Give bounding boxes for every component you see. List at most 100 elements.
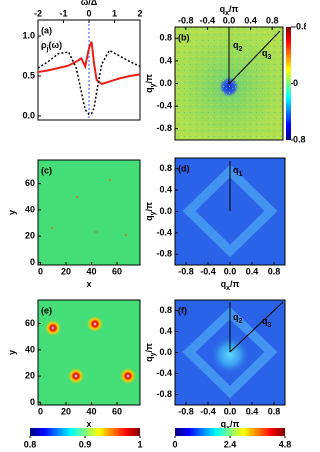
panel-label: (b): [178, 32, 190, 42]
colorbar-tick-label: 2.4: [224, 439, 237, 449]
arrow-label: q1: [233, 165, 243, 178]
x-axis-label-part: q: [221, 279, 227, 289]
panel-f-image: [175, 300, 285, 405]
y-tick-label: 0: [30, 257, 35, 267]
x-axis-label: qx/π: [221, 279, 240, 292]
y-tick-label: -0.8: [156, 389, 172, 399]
y-axis-label-part: y: [7, 350, 17, 355]
y-axis-label-part: y: [150, 211, 157, 215]
x-tick-label: 60: [112, 266, 122, 276]
y-tick-label: 0.5: [22, 70, 35, 80]
arrow-label-part: 2: [239, 46, 243, 53]
x-tick-label: -0.8: [178, 15, 194, 25]
panel-label: (a): [41, 25, 52, 35]
y-axis-label: qy/π: [144, 202, 157, 221]
y-axis-label: y: [7, 210, 17, 215]
panel-c-image: [38, 160, 140, 265]
colorbar-tick-label: 1: [137, 439, 142, 449]
x-axis-label: x: [86, 419, 91, 429]
y-tick-label: 0.0: [159, 347, 172, 357]
x-tick-label: 0.8: [268, 266, 281, 276]
arrow-label-part: q: [233, 312, 239, 322]
x-axis-label-part: x: [86, 419, 91, 429]
colorbar-tick-label: 0: [172, 439, 177, 449]
y-tick-label: 0.8: [159, 305, 172, 315]
y-axis-label-part: y: [7, 210, 17, 215]
x-tick-label: 0: [38, 266, 43, 276]
x-tick-label: -0.4: [200, 266, 216, 276]
x-axis-label-part: x: [226, 285, 230, 292]
x-axis-label-part: /π: [229, 4, 239, 14]
y-axis-label-part: /π: [144, 202, 154, 212]
y-tick-label: 0.0: [159, 78, 172, 88]
x-tick-label: 0: [86, 8, 91, 18]
x-tick-label: -2: [34, 8, 42, 18]
colorbar-tick-label: 4.8: [279, 439, 292, 449]
annotation-part: ρ: [41, 40, 47, 50]
x-axis-label: x: [86, 279, 91, 289]
x-tick-label: 60: [112, 406, 122, 416]
colorbar-tick-label: 0.9: [79, 439, 92, 449]
y-axis-label-part: q: [144, 215, 154, 221]
arrow-label: q2: [233, 40, 243, 53]
y-tick-label: 0: [30, 397, 35, 407]
colorbar-tick-label: 0: [293, 78, 298, 88]
y-axis-label-part: /π: [144, 343, 154, 353]
x-tick-label: 20: [61, 406, 71, 416]
arrow-label: q3: [262, 316, 272, 329]
y-tick-label: 20: [25, 231, 35, 241]
x-tick-label: 0.0: [223, 15, 236, 25]
panel-label: (d): [178, 163, 190, 173]
x-tick-label: 0.4: [246, 406, 259, 416]
colorbar: [30, 428, 140, 436]
y-tick-label: 20: [25, 371, 35, 381]
y-tick-label: 0.0: [22, 110, 35, 120]
x-tick-label: 0.4: [244, 15, 257, 25]
y-tick-label: 40: [25, 344, 35, 354]
x-axis-label-part: q: [220, 4, 226, 14]
x-tick-label: -1: [59, 8, 67, 18]
y-axis-label-part: q: [144, 356, 154, 362]
colorbar-tick-label: -0.8: [293, 21, 306, 31]
x-tick-label: 40: [87, 266, 97, 276]
y-axis-label-part: q: [144, 87, 154, 93]
y-axis-label: qy/π: [144, 343, 157, 362]
y-tick-label: 0.4: [159, 55, 172, 65]
y-tick-label: 60: [25, 178, 35, 188]
y-tick-label: 0.4: [159, 326, 172, 336]
x-axis-label: ω/Δ: [81, 0, 98, 7]
y-tick-label: 60: [25, 318, 35, 328]
y-axis-label-part: y: [150, 83, 157, 87]
x-tick-label: 0.4: [246, 266, 259, 276]
y-tick-label: 0.8: [159, 163, 172, 173]
x-axis-label-part: /π: [230, 279, 240, 289]
panel-label: (e): [41, 305, 52, 315]
x-tick-label: -0.4: [200, 406, 216, 416]
y-tick-label: -0.4: [156, 368, 172, 378]
x-tick-label: 2: [137, 8, 142, 18]
y-tick-label: -0.8: [156, 249, 172, 259]
y-tick-label: 0.8: [159, 33, 172, 43]
colorbar-tick-label: 0.8: [24, 439, 37, 449]
arrow-label-part: q: [262, 316, 268, 326]
colorbar: [286, 27, 291, 140]
y-tick-label: 40: [25, 204, 35, 214]
colorbar: [175, 428, 285, 436]
arrow-label-part: 2: [239, 318, 243, 325]
arrow-label-part: 3: [268, 54, 272, 61]
x-tick-label: 0.8: [266, 15, 279, 25]
y-axis-label: qy/π: [144, 74, 157, 93]
x-axis-label-part: /π: [230, 419, 240, 429]
plot-frame: [37, 159, 141, 266]
arrow-label: q3: [262, 48, 272, 61]
y-tick-label: 0.0: [159, 206, 172, 216]
x-axis-label-part: x: [86, 279, 91, 289]
arrow-label-part: q: [262, 48, 268, 58]
y-tick-label: -0.4: [156, 100, 172, 110]
x-tick-label: 40: [87, 406, 97, 416]
y-axis-label: y: [7, 350, 17, 355]
x-tick-label: 0.8: [268, 406, 281, 416]
x-axis-label-part: q: [221, 419, 227, 429]
arrow-label-part: q: [233, 40, 239, 50]
figure: -2 -1 0 1 2 0.0 0.5 1.0 (a) ω/Δ ρj(ω) -0.8 -0.4 0.0 0.…: [7, 0, 306, 449]
